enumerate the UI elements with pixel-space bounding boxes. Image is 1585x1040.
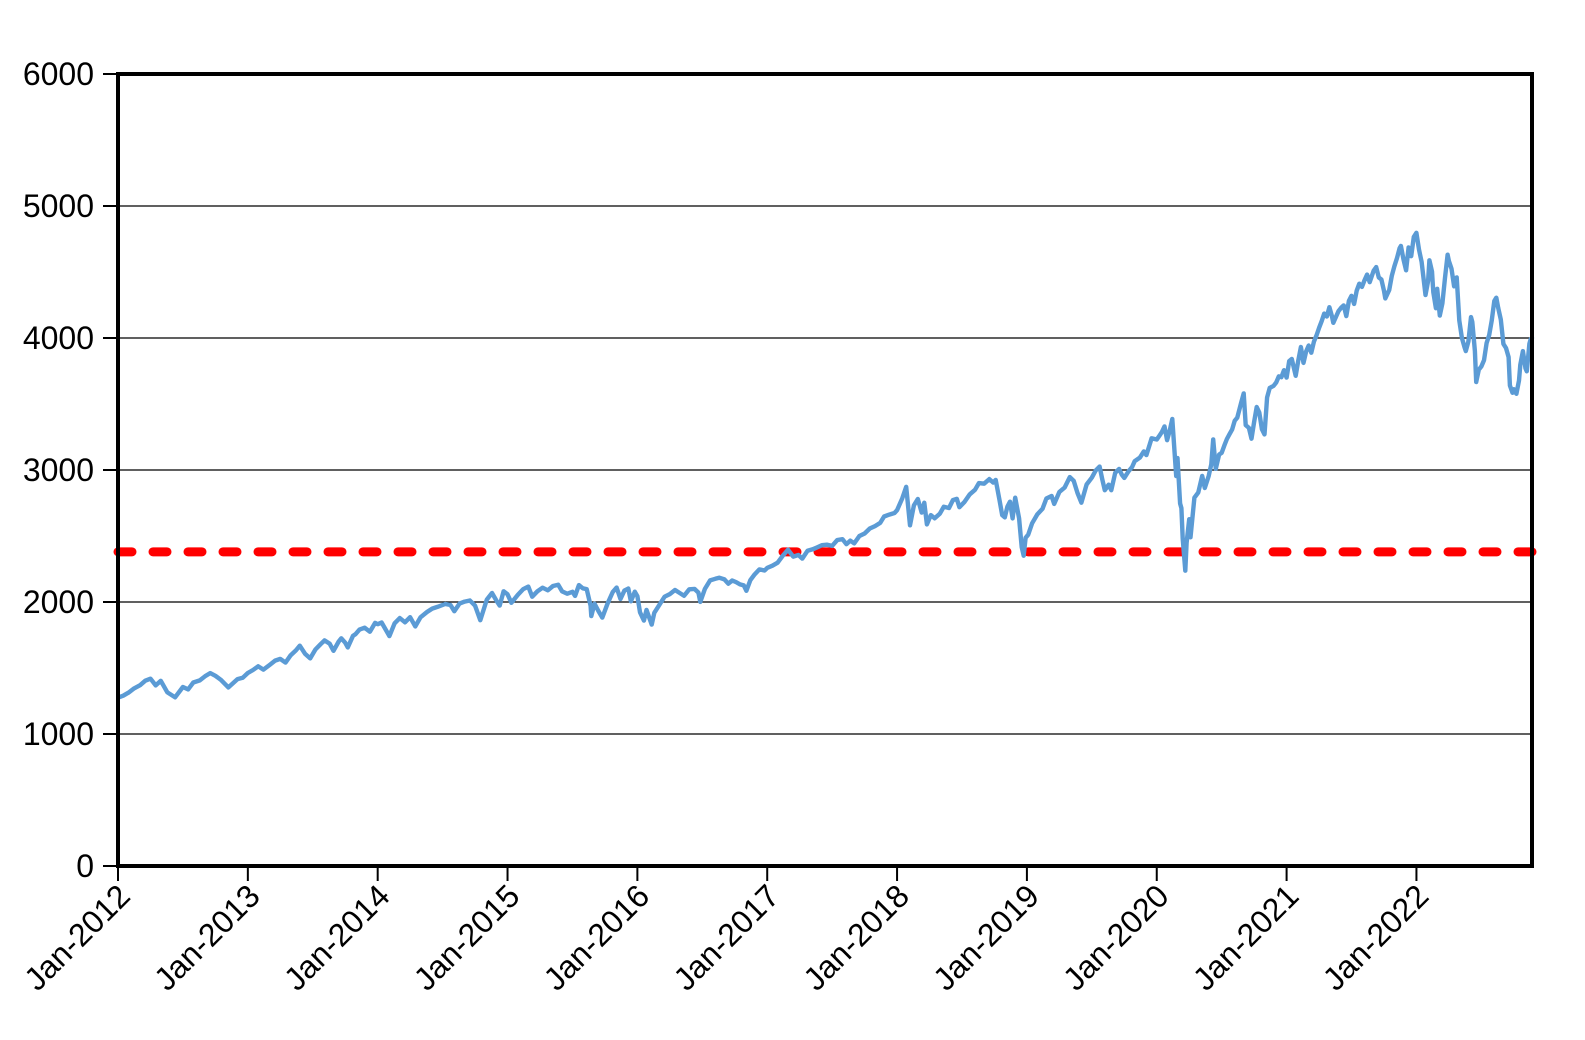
x-tick-label: Jan-2019	[926, 877, 1046, 997]
x-tick-label: Jan-2012	[17, 877, 137, 997]
y-tick-label: 3000	[23, 452, 94, 488]
x-tick-label: Jan-2022	[1316, 877, 1436, 997]
x-tick-label: Jan-2013	[147, 877, 267, 997]
y-tick-label: 0	[76, 848, 94, 884]
x-tick-label: Jan-2021	[1186, 877, 1306, 997]
y-axis-ticks-group	[103, 73, 118, 867]
series-line	[116, 230, 1535, 700]
series-group	[116, 230, 1535, 700]
y-tick-label: 5000	[23, 188, 94, 224]
x-tick-label: Jan-2020	[1056, 877, 1176, 997]
gridlines-group	[118, 205, 1532, 735]
x-tick-label: Jan-2014	[277, 877, 397, 997]
y-tick-label: 2000	[23, 584, 94, 620]
x-axis-ticks-group	[117, 866, 1418, 881]
x-axis-labels-group: Jan-2012 Jan-2013 Jan-2014 Jan-2015 Jan-2016…	[17, 877, 1435, 997]
x-tick-label: Jan-2017	[666, 877, 786, 997]
y-tick-label: 4000	[23, 320, 94, 356]
y-axis-labels-group: 0 1000 2000 3000 4000 5000 6000	[23, 56, 94, 884]
y-tick-label: 1000	[23, 716, 94, 752]
x-tick-label: Jan-2018	[796, 877, 916, 997]
y-tick-label: 6000	[23, 56, 94, 92]
x-tick-label: Jan-2016	[537, 877, 657, 997]
x-tick-label: Jan-2015	[407, 877, 527, 997]
